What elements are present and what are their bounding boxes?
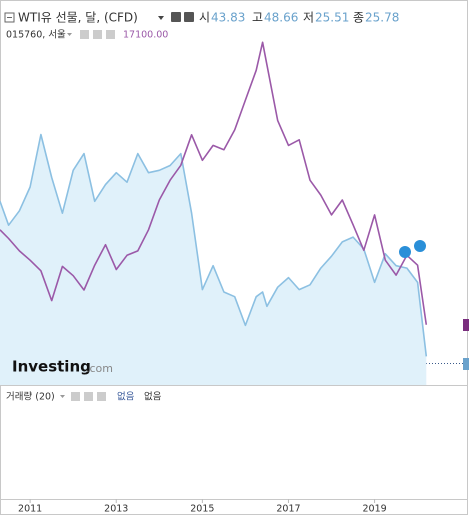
- ohlc-value: 25.51: [315, 11, 349, 25]
- x-tick-label: 2011: [18, 504, 42, 515]
- settings-icon[interactable]: [184, 12, 194, 22]
- x-tick-label: 2013: [104, 504, 128, 515]
- dropdown-arrow[interactable]: [67, 33, 72, 36]
- price-tag: [463, 319, 469, 331]
- ohlc-value: 43.83: [211, 11, 245, 25]
- plot: [0, 41, 428, 385]
- overlay-icon[interactable]: [93, 30, 102, 39]
- volume-icon[interactable]: [97, 392, 106, 401]
- event-marker[interactable]: [414, 240, 426, 252]
- volume-value: 없음: [144, 391, 162, 403]
- x-tick-label: 2017: [276, 504, 300, 515]
- dropdown-arrow[interactable]: [158, 16, 164, 20]
- brand: Investing: [12, 358, 91, 376]
- volume-icon[interactable]: [84, 392, 93, 401]
- overlay-icon[interactable]: [80, 30, 89, 39]
- volume-icon[interactable]: [71, 392, 80, 401]
- ohlc-label: 저: [303, 11, 314, 25]
- settings-icon[interactable]: [171, 12, 181, 22]
- brand-suffix: .com: [86, 362, 113, 375]
- x-tick-label: 2015: [190, 504, 214, 515]
- x-tick-label: 2019: [362, 504, 386, 515]
- volume-value: 없음: [117, 391, 135, 403]
- ohlc-value: 48.66: [264, 11, 298, 25]
- series-title: WTI유 선물, 달, (CFD): [18, 11, 138, 25]
- event-marker[interactable]: [399, 246, 411, 258]
- series-line: [0, 133, 428, 357]
- collapse-icon[interactable]: [4, 12, 15, 23]
- ohlc-label: 시: [199, 11, 210, 25]
- price-tag: [463, 358, 469, 370]
- overlay-value: 17100.00: [123, 30, 168, 41]
- ohlc-value: 25.78: [365, 11, 399, 25]
- volume-label: 거래량 (20): [6, 391, 55, 403]
- series-line: [0, 41, 428, 325]
- dropdown-arrow[interactable]: [60, 395, 65, 398]
- ohlc-label: 종: [353, 11, 364, 25]
- overlay-title: 015760, 서울: [6, 30, 66, 41]
- overlay-icon[interactable]: [106, 30, 115, 39]
- ohlc-label: 고: [252, 11, 263, 25]
- area: [0, 134, 427, 385]
